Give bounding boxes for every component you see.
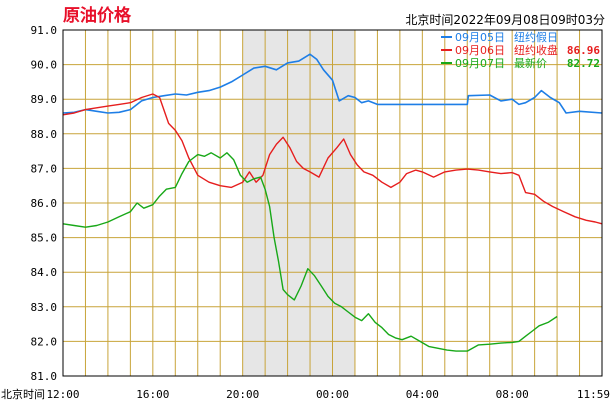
series-line-1 <box>62 53 603 114</box>
series-line-3 <box>62 152 558 352</box>
y-tick-label: 90.0 <box>31 59 58 72</box>
y-axis-ticks: 91.0 90.0 89.0 88.0 87.0 86.0 85.0 84.0 83.0 82.0… <box>31 24 58 383</box>
legend-series-name: 09月06日 <box>455 44 505 57</box>
y-tick-label: 83.0 <box>31 301 58 314</box>
legend-series-value: 82.72 <box>567 57 600 70</box>
plot-frame <box>62 29 603 377</box>
y-tick-label: 86.0 <box>31 197 58 210</box>
legend-series-value: 86.96 <box>567 44 600 57</box>
legend-series-label: 纽约收盘 <box>514 43 558 57</box>
y-tick-label: 89.0 <box>31 93 58 106</box>
x-tick-label: 11:59 <box>577 388 610 401</box>
legend-series-label: 最新价 <box>514 56 547 70</box>
x-axis-title: 北京时间 <box>1 387 45 401</box>
legend-series-name: 09月05日 <box>455 31 505 44</box>
y-tick-label: 91.0 <box>31 24 58 37</box>
chart-title: 原油价格 <box>63 5 132 26</box>
x-tick-label: 04:00 <box>406 388 439 401</box>
series-line-2 <box>62 93 603 225</box>
x-tick-label: 16:00 <box>136 388 169 401</box>
legend: 09月05日 纽约假日 09月06日 纽约收盘 86.96 09月07日 最新价 82.72 <box>441 30 600 70</box>
y-tick-label: 84.0 <box>31 266 58 279</box>
y-tick-label: 85.0 <box>31 232 58 245</box>
x-tick-label: 08:00 <box>496 388 529 401</box>
legend-series-label: 纽约假日 <box>514 30 558 44</box>
y-tick-label: 87.0 <box>31 162 58 175</box>
x-tick-label: 00:00 <box>316 388 349 401</box>
x-tick-label: 12:00 <box>46 388 79 401</box>
x-axis-ticks: 北京时间 12:00 16:00 20:00 00:00 04:00 08:00 11:59 <box>1 387 610 401</box>
x-tick-label: 20:00 <box>226 388 259 401</box>
y-tick-label: 81.0 <box>31 370 58 383</box>
y-tick-label: 88.0 <box>31 128 58 141</box>
timestamp-info: 北京时间2022年09月08日09时03分 <box>405 13 605 27</box>
series-lines <box>62 53 603 352</box>
y-tick-label: 82.0 <box>31 335 58 348</box>
legend-series-name: 09月07日 <box>455 57 505 70</box>
